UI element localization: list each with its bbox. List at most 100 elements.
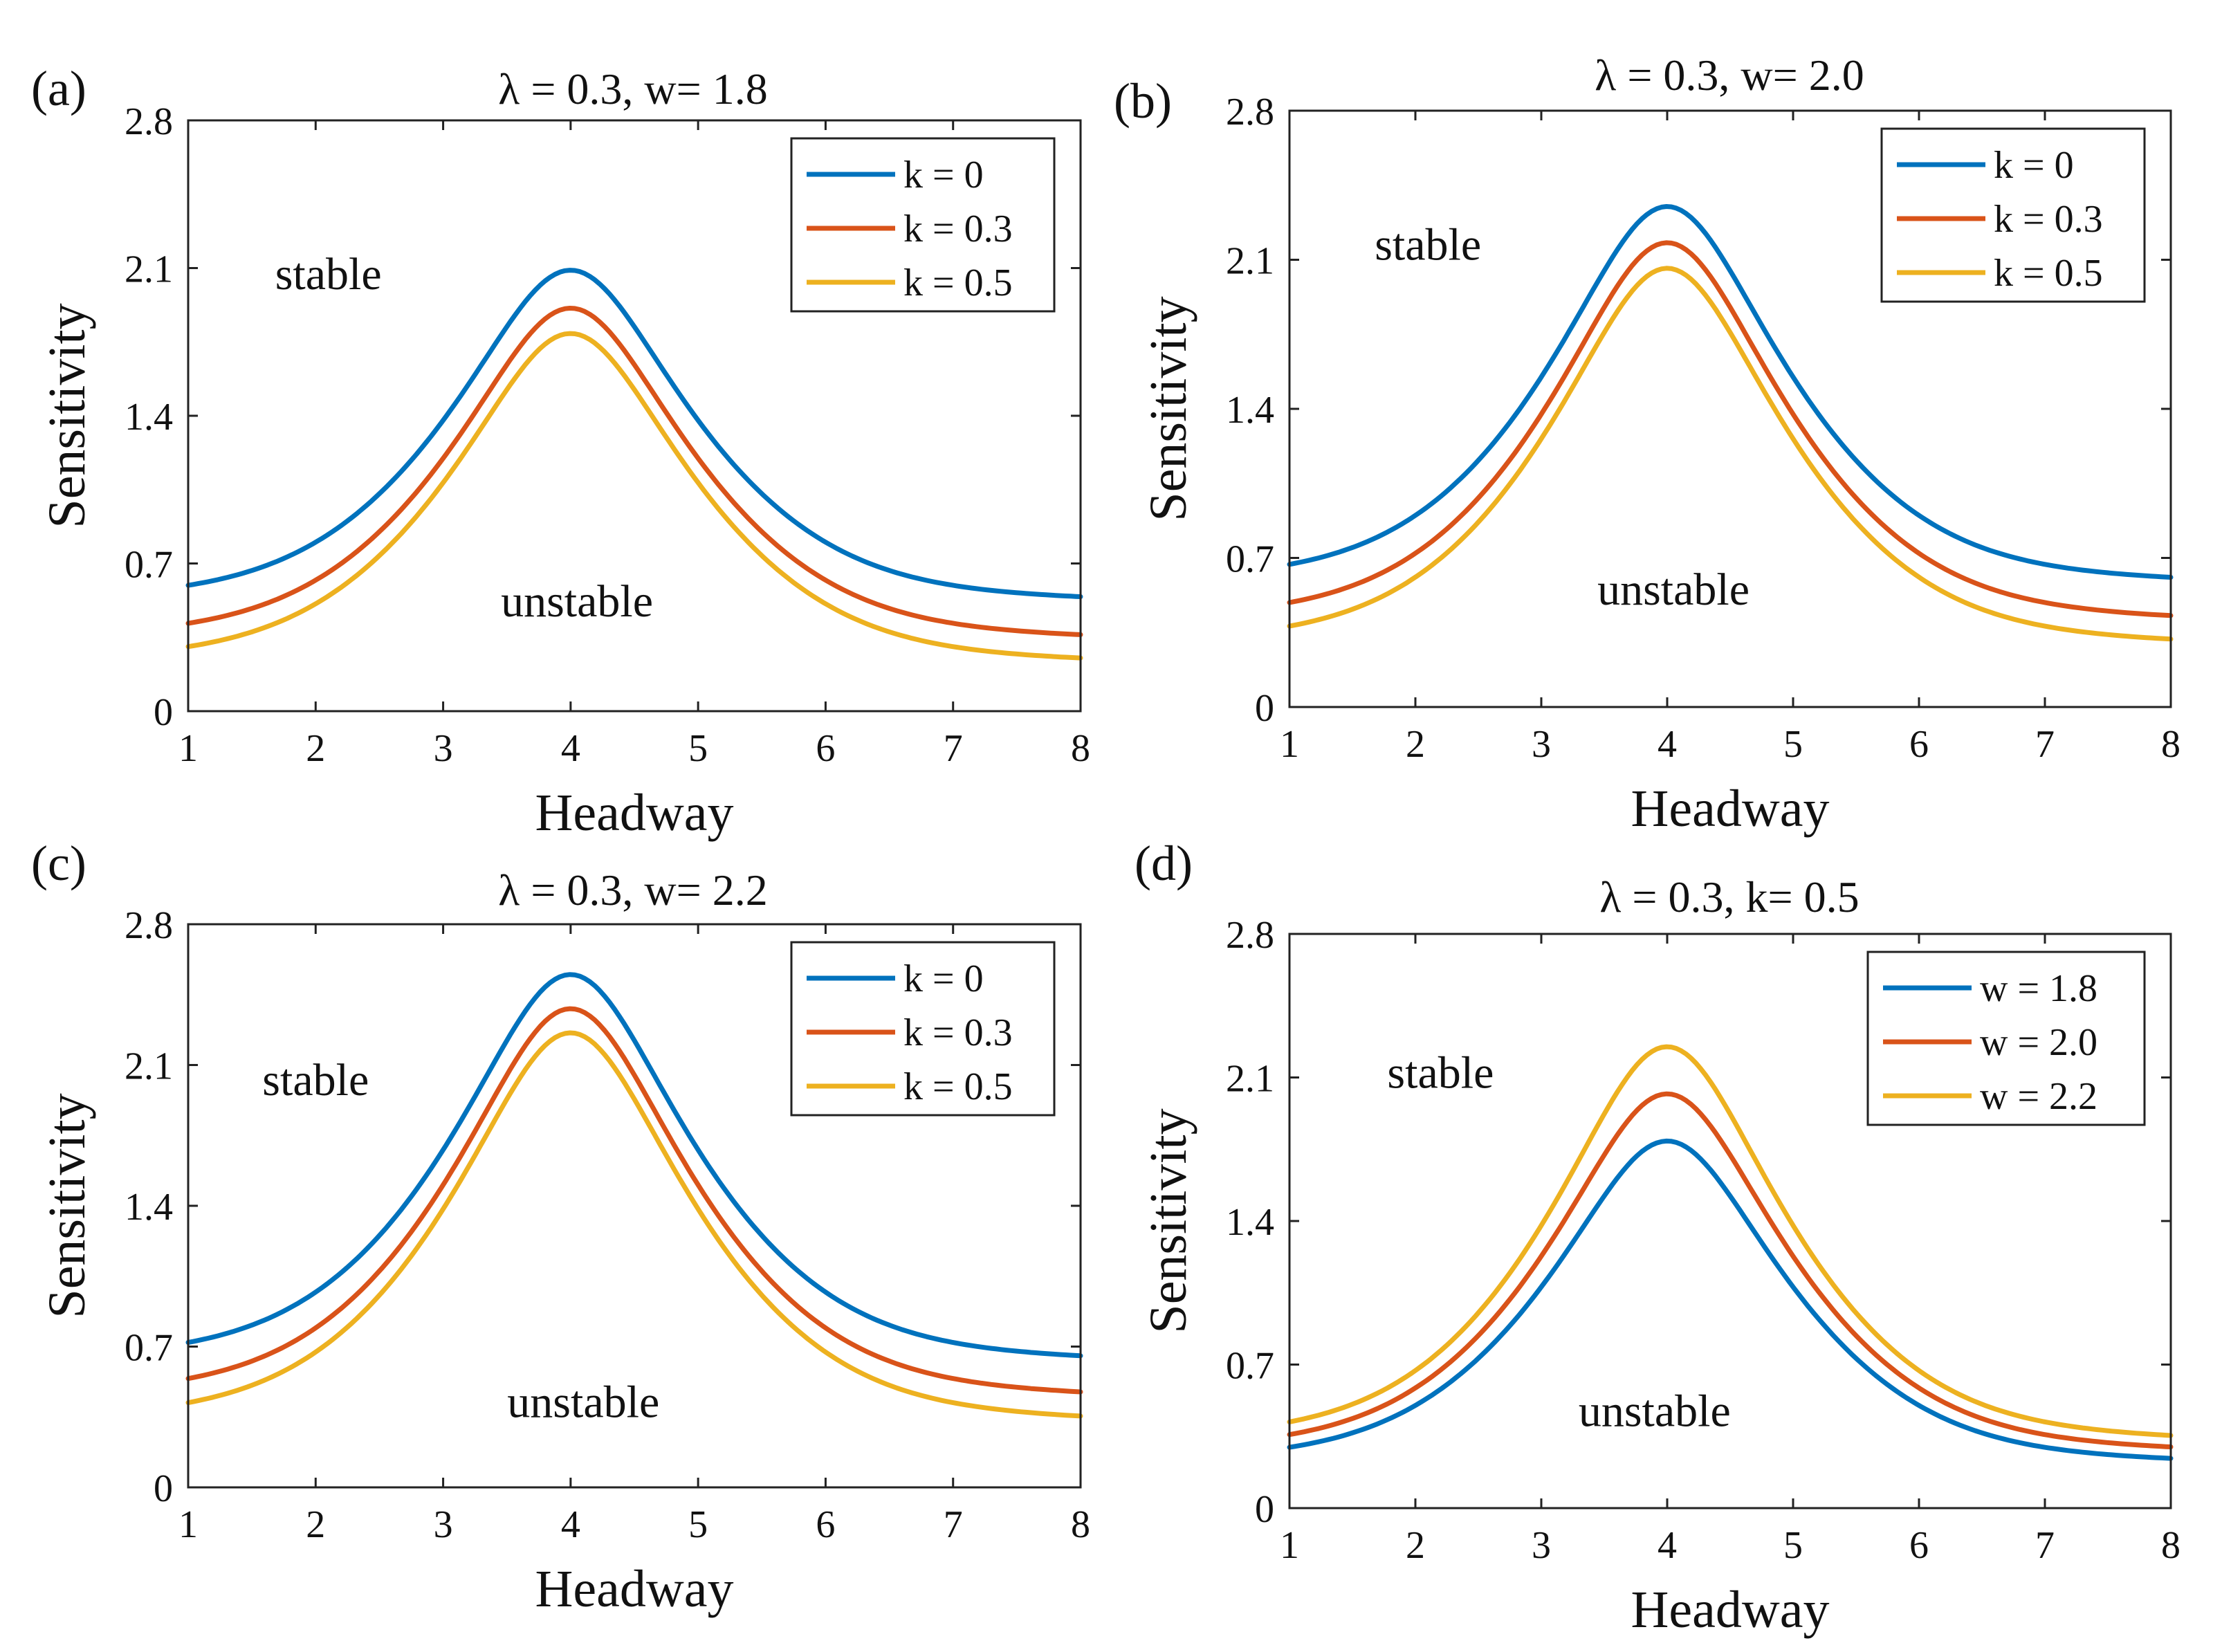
legend-entry: w = 2.2 [1980, 1075, 2097, 1118]
panel-a: (a) λ = 0.3, w= 1.8 1 2 3 4 5 6 7 8 0 0.7 1.4 2.1 2.8 H… [31, 61, 1090, 842]
region-annotation-unstable: unstable [501, 576, 653, 627]
x-tick-label: 1 [1280, 723, 1299, 766]
chart-title: λ = 0.3, w= 2.0 [1595, 51, 1864, 100]
region-annotation-unstable: unstable [1579, 1386, 1731, 1436]
legend-entry: k = 0 [1994, 144, 2074, 187]
y-tick-label: 1.4 [1226, 389, 1274, 432]
region-annotation-stable: stable [1375, 220, 1481, 270]
legend-entry: k = 0 [903, 957, 984, 1000]
x-axis-label: Headway [1631, 1581, 1830, 1639]
y-tick-label: 2.8 [125, 100, 173, 143]
series-line-3 [1287, 266, 2174, 642]
series-line-1 [1287, 1138, 2174, 1461]
x-tick-label: 8 [1071, 1503, 1090, 1546]
legend-entry: k = 0.5 [1994, 252, 2103, 295]
panel-b: (b) λ = 0.3, w= 2.0 1 2 3 4 5 6 7 8 0 0.7 1.4 2.1 2.8 H… [1114, 51, 2180, 838]
region-annotation-stable: stable [275, 249, 382, 300]
x-tick-label: 7 [2035, 723, 2055, 766]
x-tick-label: 5 [1783, 723, 1803, 766]
series-line-1 [185, 972, 1083, 1359]
y-tick-label: 2.1 [1226, 1058, 1274, 1101]
x-tick-label: 4 [1658, 723, 1677, 766]
y-tick-label: 2.1 [125, 248, 173, 291]
series-line-3 [1287, 1044, 2174, 1438]
x-tick-label: 3 [1532, 1524, 1551, 1567]
legend: k = 0 k = 0.3 k = 0.5 [790, 137, 1056, 313]
panel-label: (d) [1135, 836, 1193, 891]
legend-entry: k = 0.3 [903, 208, 1013, 250]
panel-label: (c) [31, 836, 86, 891]
x-tick-label: 3 [434, 1503, 453, 1546]
series-line-1 [185, 268, 1083, 599]
x-tick-label: 6 [816, 727, 835, 770]
legend-entry: w = 2.0 [1980, 1021, 2097, 1064]
x-tick-label: 8 [2161, 1524, 2180, 1567]
series-line-2 [1287, 1091, 2174, 1449]
y-tick-label: 0 [154, 691, 173, 734]
series-line-2 [1287, 240, 2174, 618]
series-line-3 [185, 331, 1083, 661]
x-tick-label: 2 [306, 1503, 325, 1546]
legend-entry: k = 0.3 [1994, 198, 2103, 241]
panel-label: (a) [31, 61, 86, 116]
x-tick-label: 5 [1783, 1524, 1803, 1567]
legend-entry: w = 1.8 [1980, 967, 2097, 1010]
panel-c: (c) λ = 0.3, w= 2.2 1 2 3 4 5 6 7 8 0 0.7 1.4 2.1 2.8 H… [31, 836, 1090, 1618]
legend-entry: k = 0 [903, 154, 984, 196]
series-line-2 [185, 306, 1083, 637]
x-tick-label: 6 [1909, 1524, 1929, 1567]
x-tick-label: 4 [561, 1503, 580, 1546]
y-tick-label: 0.7 [1226, 1345, 1274, 1388]
y-axis-label: Sensitivity [38, 1093, 96, 1318]
y-tick-label: 1.4 [125, 396, 173, 439]
series-line-2 [185, 1006, 1083, 1395]
y-tick-label: 0.7 [125, 1327, 173, 1370]
x-tick-label: 6 [816, 1503, 835, 1546]
x-tick-label: 1 [178, 1503, 198, 1546]
region-annotation-stable: stable [262, 1055, 369, 1105]
x-tick-label: 4 [1658, 1524, 1677, 1567]
chart-title: λ = 0.3, w= 2.2 [498, 865, 767, 915]
y-axis-label: Sensitivity [1139, 296, 1197, 521]
y-tick-label: 2.8 [125, 904, 173, 947]
legend: w = 1.8 w = 2.0 w = 2.2 [1866, 951, 2146, 1126]
y-axis-label: Sensitivity [38, 303, 96, 528]
series-line-3 [185, 1030, 1083, 1419]
legend-entry: k = 0.5 [903, 261, 1013, 304]
y-tick-label: 1.4 [1226, 1201, 1274, 1244]
x-tick-label: 5 [688, 1503, 708, 1546]
y-tick-label: 0 [1255, 687, 1274, 730]
x-tick-label: 7 [2035, 1524, 2055, 1567]
y-tick-label: 0 [1255, 1488, 1274, 1531]
legend: k = 0 k = 0.3 k = 0.5 [1880, 127, 2146, 303]
panel-d: (d) λ = 0.3, k= 0.5 1 2 3 4 5 6 7 8 0 0.7 1.4 2.1 2.8 H… [1135, 836, 2180, 1639]
x-tick-label: 8 [2161, 723, 2180, 766]
y-tick-label: 2.1 [125, 1045, 173, 1088]
x-tick-label: 2 [1406, 723, 1425, 766]
x-axis-label: Headway [535, 1560, 734, 1618]
legend-entry: k = 0.3 [903, 1011, 1013, 1054]
x-tick-label: 7 [944, 727, 963, 770]
x-axis-label: Headway [535, 784, 734, 842]
x-tick-label: 4 [561, 727, 580, 770]
legend: k = 0 k = 0.3 k = 0.5 [790, 941, 1056, 1117]
region-annotation-unstable: unstable [507, 1377, 659, 1427]
x-tick-label: 6 [1909, 723, 1929, 766]
x-tick-label: 8 [1071, 727, 1090, 770]
y-tick-label: 1.4 [125, 1186, 173, 1229]
y-tick-label: 0.7 [125, 544, 173, 587]
x-tick-label: 3 [434, 727, 453, 770]
y-axis-label: Sensitivity [1139, 1108, 1197, 1333]
panel-label: (b) [1114, 73, 1172, 129]
x-tick-label: 1 [178, 727, 198, 770]
y-tick-label: 0.7 [1226, 538, 1274, 581]
legend-entry: k = 0.5 [903, 1065, 1013, 1108]
chart-title: λ = 0.3, w= 1.8 [498, 64, 767, 113]
chart-title: λ = 0.3, k= 0.5 [1599, 872, 1859, 921]
y-tick-label: 2.8 [1226, 914, 1274, 957]
x-tick-label: 1 [1280, 1524, 1299, 1567]
y-tick-label: 2.1 [1226, 240, 1274, 283]
x-tick-label: 3 [1532, 723, 1551, 766]
series-line-1 [1287, 204, 2174, 580]
